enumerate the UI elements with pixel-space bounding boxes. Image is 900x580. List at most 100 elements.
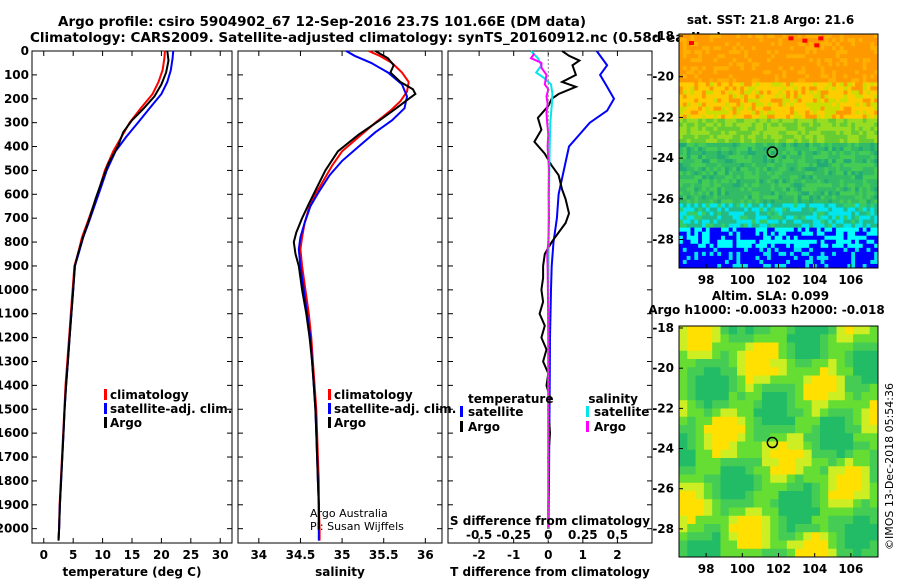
sst_map-cell xyxy=(747,167,753,172)
sst_map-cell xyxy=(736,231,741,237)
sst_map-cell xyxy=(744,151,749,156)
sla_map-cell xyxy=(869,458,879,467)
sst_map-cell xyxy=(835,102,841,108)
sst_map-cell xyxy=(816,66,821,71)
sst_map-cell xyxy=(858,118,864,124)
sst_map-cell xyxy=(744,255,749,261)
sst_map-cell xyxy=(832,74,837,79)
sst_map-cell xyxy=(728,78,733,83)
sst_map-cell xyxy=(713,38,718,43)
sst_map-cell xyxy=(724,175,730,180)
sst_map-cell xyxy=(774,74,779,79)
sst_map-cell xyxy=(736,187,741,192)
sst_map-cell xyxy=(778,179,783,184)
sst_map-cell xyxy=(870,126,875,132)
sst_map-cell xyxy=(778,255,783,261)
sst_map-cell xyxy=(797,167,802,172)
sst_map-cell xyxy=(812,251,818,257)
sst_map-cell xyxy=(801,211,806,216)
sst_map-cell xyxy=(690,46,695,51)
sst_map-cell xyxy=(832,187,837,192)
sst_map-cell xyxy=(782,215,787,220)
sla_map-cell xyxy=(778,499,788,508)
sst_map-cell xyxy=(679,199,684,204)
sst_map-cell xyxy=(862,114,867,120)
sst_map-cell xyxy=(855,42,860,47)
sst_map-cell xyxy=(832,70,837,75)
sst_map-cell xyxy=(870,167,875,172)
sst_map-cell xyxy=(778,239,783,245)
sst_map-cell xyxy=(705,155,711,160)
sst_map-cell xyxy=(816,179,821,184)
sst_map-cell xyxy=(789,98,795,103)
sla_map-cell xyxy=(679,425,688,434)
sst_map-cell xyxy=(782,126,787,132)
sst_map-cell xyxy=(839,207,844,212)
sst_map-cell xyxy=(870,239,875,245)
sst_map-cell xyxy=(820,94,825,99)
sst_map-cell xyxy=(736,110,741,116)
sst_map-cell xyxy=(789,62,795,67)
sst_map-cell xyxy=(862,183,867,188)
depth-tick-label: 600 xyxy=(4,187,29,201)
sst_map-cell xyxy=(759,126,764,132)
sla_map-cell xyxy=(795,491,804,500)
sst_map-cell xyxy=(724,263,730,269)
sst_map-cell xyxy=(805,122,810,128)
sst_map-cell xyxy=(751,74,756,79)
sst_map-cell xyxy=(832,155,837,160)
sst_map-cell xyxy=(744,235,749,241)
sst_map-cell xyxy=(801,42,806,47)
sst_map-cell xyxy=(686,219,691,225)
sst_map-cell xyxy=(763,142,768,148)
sst_map-cell xyxy=(751,62,756,67)
sst_map-cell xyxy=(805,191,810,196)
sst_map-cell xyxy=(793,110,799,116)
sst_map-cell xyxy=(858,215,864,220)
sst_map-cell xyxy=(786,126,791,132)
sst_map-cell xyxy=(855,62,860,67)
difference-s-label: S difference from climatology xyxy=(450,514,650,528)
sla_map-cell xyxy=(687,342,696,352)
sla_map-cell xyxy=(844,524,854,533)
sst_map-cell xyxy=(755,78,760,83)
sst_map-cell xyxy=(812,239,818,245)
sst_map-cell xyxy=(824,203,829,208)
sla_map-cell xyxy=(778,392,788,401)
sst_map-cell xyxy=(789,74,795,79)
sla_map-cell xyxy=(828,375,837,385)
difference-legend-s-swatch xyxy=(586,421,589,432)
sst_map-cell xyxy=(751,38,756,43)
sst_map-cell xyxy=(812,235,818,241)
sla_map-cell xyxy=(745,383,755,393)
sla_map-cell xyxy=(753,416,763,426)
sst_map-cell xyxy=(717,227,722,233)
sst_map-cell xyxy=(805,90,810,95)
sst_map-cell xyxy=(801,191,806,196)
sst_map-cell xyxy=(843,74,848,79)
sst_map-cell xyxy=(721,114,726,120)
sla_map-cell xyxy=(753,383,763,393)
sst_map-cell xyxy=(759,187,764,192)
sst_map-cell xyxy=(820,187,825,192)
sla_map-cell xyxy=(869,342,879,352)
sst_map-cell xyxy=(820,247,825,253)
sla_map-cell xyxy=(869,408,879,418)
sla_map-cell xyxy=(819,400,829,409)
sst_map-cell xyxy=(801,195,806,200)
sst_map-cell xyxy=(824,207,829,212)
sst_map-cell xyxy=(682,86,688,91)
difference-legend-s-label: Argo xyxy=(594,420,626,434)
sla_map-cell xyxy=(703,474,713,484)
sst_map-cell xyxy=(855,199,860,204)
sst_map-cell xyxy=(679,138,684,144)
sst_map-cell xyxy=(797,50,802,55)
sst_map-cell xyxy=(747,247,753,253)
sla_map-cell xyxy=(861,425,871,434)
sst_map-cell xyxy=(839,118,844,124)
sst_map-cell xyxy=(801,179,806,184)
sst_map-cell xyxy=(736,211,741,216)
sst_map-cell xyxy=(705,66,711,71)
sst_map-cell xyxy=(732,155,737,160)
sla_map-cell xyxy=(679,359,688,368)
